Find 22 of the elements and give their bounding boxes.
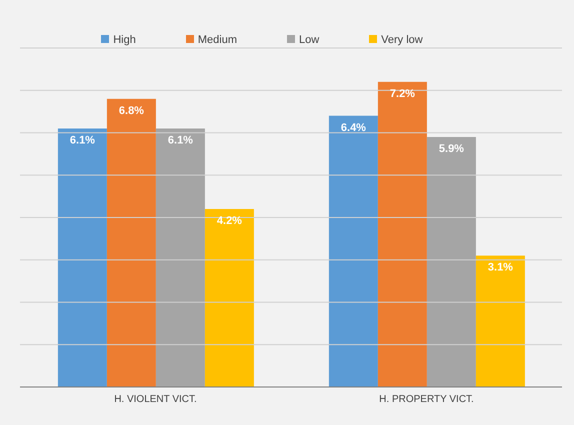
data-label: 4.2% xyxy=(216,215,242,228)
bar xyxy=(426,136,476,387)
data-label: 6.8% xyxy=(118,104,144,117)
data-label: 5.9% xyxy=(438,142,464,155)
data-label: 6.4% xyxy=(340,122,366,134)
data-label: 6.1% xyxy=(168,134,194,147)
bar xyxy=(106,98,156,387)
x-tick-label: H. PROPERTY VICT. xyxy=(379,394,474,406)
bar xyxy=(476,256,525,387)
data-label: 3.1% xyxy=(488,262,514,274)
bar xyxy=(58,128,107,387)
data-label: 6.1% xyxy=(70,134,96,147)
legend-label: Low xyxy=(298,34,320,46)
bar xyxy=(204,209,254,387)
legend-label: Medium xyxy=(198,34,237,46)
bar xyxy=(378,82,427,387)
bar xyxy=(156,128,205,387)
legend-label: Very low xyxy=(381,34,423,46)
data-label: 7.2% xyxy=(390,88,416,100)
x-tick-label: H. VIOLENT VICT. xyxy=(114,394,197,406)
bar xyxy=(328,116,378,387)
legend-label: High xyxy=(113,34,136,46)
